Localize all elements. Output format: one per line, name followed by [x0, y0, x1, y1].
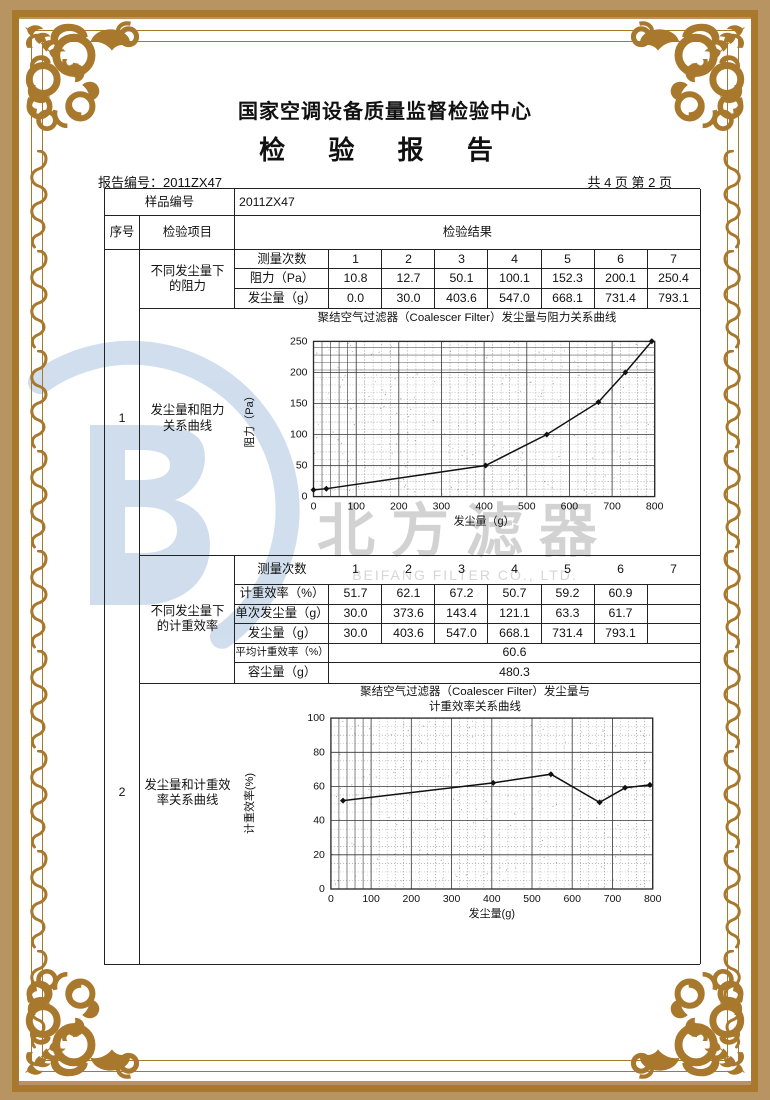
svg-text:60: 60	[313, 782, 325, 793]
svg-text:800: 800	[646, 501, 664, 512]
svg-text:80: 80	[313, 747, 325, 758]
svg-text:发尘量（g）: 发尘量（g）	[454, 513, 515, 527]
svg-text:400: 400	[483, 894, 501, 905]
svg-text:200: 200	[290, 367, 308, 378]
svg-text:500: 500	[518, 501, 536, 512]
svg-text:600: 600	[563, 894, 581, 905]
svg-text:0: 0	[319, 884, 325, 895]
svg-text:0: 0	[311, 501, 317, 512]
svg-text:700: 700	[603, 501, 621, 512]
svg-text:阻力（Pa）: 阻力（Pa）	[243, 390, 256, 447]
svg-text:500: 500	[523, 894, 541, 905]
svg-text:计重效率关系曲线: 计重效率关系曲线	[429, 699, 521, 713]
svg-text:聚结空气过滤器（Coalescer Filter）发尘量与: 聚结空气过滤器（Coalescer Filter）发尘量与	[360, 684, 590, 698]
svg-text:100: 100	[290, 429, 308, 440]
svg-text:100: 100	[307, 713, 325, 724]
svg-text:150: 150	[290, 398, 308, 409]
svg-text:800: 800	[644, 894, 662, 905]
svg-text:200: 200	[403, 894, 421, 905]
svg-text:700: 700	[604, 894, 622, 905]
svg-text:40: 40	[313, 816, 325, 827]
svg-text:聚结空气过滤器（Coalescer Filter）发尘量与阻: 聚结空气过滤器（Coalescer Filter）发尘量与阻力关系曲线	[318, 309, 617, 323]
svg-text:300: 300	[443, 894, 461, 905]
svg-text:250: 250	[290, 336, 308, 347]
svg-text:50: 50	[296, 460, 308, 471]
svg-text:0: 0	[302, 491, 308, 502]
svg-text:100: 100	[347, 501, 365, 512]
svg-text:计重效率(%): 计重效率(%)	[242, 773, 256, 834]
svg-text:600: 600	[561, 501, 579, 512]
svg-text:400: 400	[475, 501, 493, 512]
svg-text:发尘量(g): 发尘量(g)	[469, 906, 515, 920]
svg-text:200: 200	[390, 501, 408, 512]
svg-text:300: 300	[433, 501, 451, 512]
svg-text:20: 20	[313, 850, 325, 861]
svg-text:0: 0	[328, 894, 334, 905]
svg-text:100: 100	[362, 894, 380, 905]
